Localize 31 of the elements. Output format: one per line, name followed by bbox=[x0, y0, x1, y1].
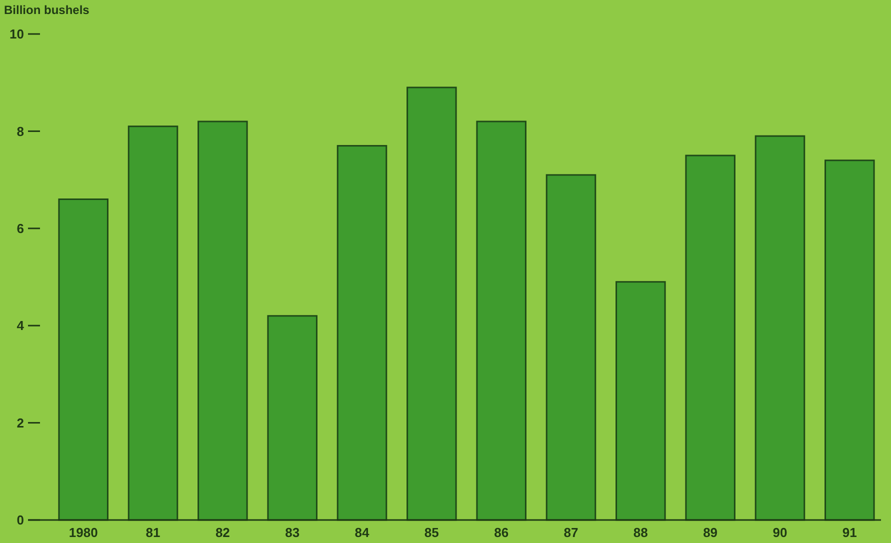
bar bbox=[476, 120, 526, 521]
x-tick-label: 1980 bbox=[68, 525, 98, 540]
bar bbox=[824, 160, 875, 521]
x-tick-label: 83 bbox=[285, 525, 300, 540]
x-tick-label: 82 bbox=[215, 525, 230, 540]
y-tick-label: 8 bbox=[16, 124, 24, 139]
x-tick-label: 86 bbox=[494, 525, 509, 540]
y-tick-label: 4 bbox=[16, 318, 25, 334]
x-tick-label: 85 bbox=[424, 525, 439, 540]
x-tick-label: 89 bbox=[703, 525, 718, 540]
bar bbox=[336, 145, 388, 521]
y-tick-label: 10 bbox=[10, 26, 24, 42]
y-tick-label: 2 bbox=[16, 415, 24, 430]
x-tick-label: 84 bbox=[354, 525, 370, 540]
bar bbox=[58, 198, 108, 521]
x-tick-label: 90 bbox=[772, 525, 788, 540]
x-tick-label: 81 bbox=[146, 525, 160, 540]
y-tick-label: 6 bbox=[16, 220, 24, 236]
x-tick-label: 88 bbox=[633, 525, 648, 540]
x-tick-label: 87 bbox=[564, 525, 578, 540]
bar bbox=[616, 281, 666, 521]
y-axis-title: Billion bushels bbox=[4, 3, 90, 17]
bar bbox=[406, 86, 457, 521]
bar bbox=[546, 174, 596, 521]
bar bbox=[267, 315, 318, 521]
bar bbox=[128, 126, 178, 521]
x-tick-label: 91 bbox=[842, 525, 857, 540]
bar bbox=[198, 120, 248, 521]
y-tick-label: 0 bbox=[16, 512, 24, 528]
bar bbox=[754, 135, 806, 521]
bar bbox=[685, 154, 736, 521]
